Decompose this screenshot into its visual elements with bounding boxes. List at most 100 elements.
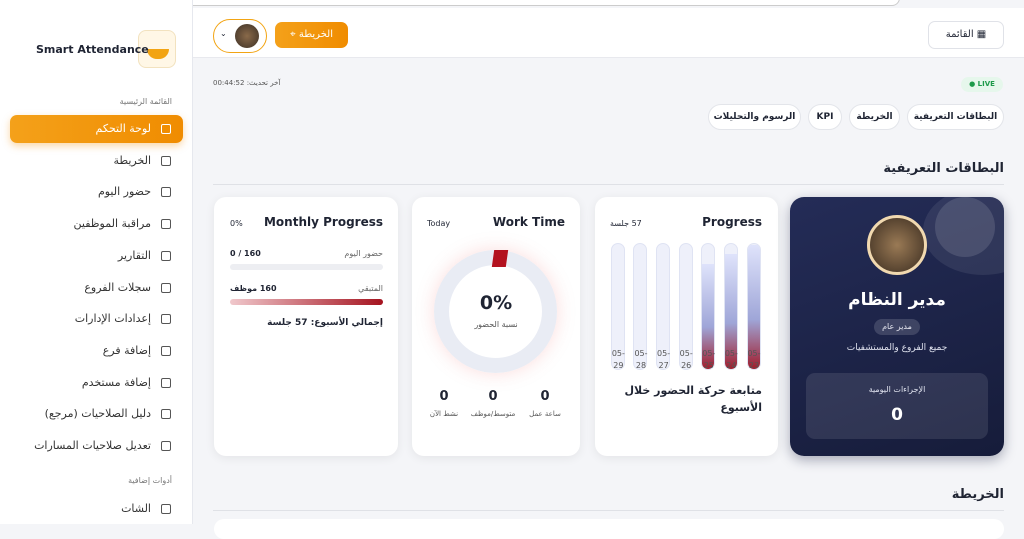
section-title: الخريطة [951,487,1004,502]
tab[interactable]: الخريطة [849,104,900,130]
browser-bar [85,0,900,6]
map-button[interactable]: الخريطة ⌖ [275,22,348,48]
menu-item[interactable]: إعدادات الإدارات [10,305,183,333]
icon [161,250,171,261]
tab[interactable]: KPI [808,104,842,130]
caption: متابعة حركة الحضور خلال الأسبوع [624,384,763,414]
menu-label: مراقبة الموظفين [73,217,151,231]
day-bar [701,243,715,370]
icon [161,504,171,514]
stat-value: 0 [439,389,449,404]
divider [213,510,1004,511]
period: Today [427,219,451,228]
section-label: القائمة الرئيسية [119,97,172,106]
role-badge: مدير عام [874,319,920,335]
icon [161,377,171,388]
menu-item[interactable]: لوحة التحكم [10,115,183,143]
day-label: 05-25 [702,349,716,370]
last-update: آخر تحديث: 00:44:52 [213,79,280,87]
brand: Smart Attendance [36,43,149,56]
day-bar [679,243,693,370]
live-text: LIVE [977,80,995,88]
icon [161,409,171,420]
stat-label: نشط الآن [429,410,459,418]
sessions: 57 جلسة [610,219,642,228]
menu-item[interactable]: دليل الصلاحيات (مرجع) [10,400,183,428]
bar-fill [702,264,714,369]
stat-value: 0 [540,389,550,404]
menu-item[interactable]: مراقبة الموظفين [10,210,183,238]
profile-name: مدير النظام [848,290,946,310]
stat-label: متوسط/موظف [470,410,516,418]
menu-label: الخريطة [113,153,151,167]
button-label: القائمة [945,29,974,40]
menu-label: حضور اليوم [97,185,151,199]
menu-item[interactable]: إضافة مستخدم [10,369,183,397]
donut-segment [491,250,509,267]
icon [161,314,171,325]
logo-mark [147,49,169,59]
stat-label: ساعة عمل [529,410,561,418]
icon [161,345,171,356]
update-time: 00:44:52 [213,79,245,87]
day-bar [747,243,761,370]
menu-item[interactable]: سجلات الفروع [10,274,183,302]
menu-item[interactable]: حضور اليوم [10,178,183,206]
bar-fill [748,245,760,369]
icon [161,124,171,134]
live-badge: ● LIVE [961,77,1003,92]
menu-label: إعدادات الإدارات [74,312,151,326]
actions-label: الإجراءات اليومية [868,385,926,394]
value: 0 / 160 [230,249,261,258]
stat-value: 0 [488,389,498,404]
icon [161,219,171,230]
caret: ⌄ [220,29,227,38]
day-label: 05-24 [724,349,738,370]
icon [161,155,171,166]
section-label: أدوات إضافية [128,476,172,485]
menu-label: إضافة مستخدم [81,375,151,389]
avatar [867,215,927,275]
tab[interactable]: البطاقات التعريفية [907,104,1004,130]
map-card [214,519,1004,539]
menu-item[interactable]: إضافة فرع [10,337,183,365]
day-bar [611,243,625,370]
bar-fill [725,254,737,369]
logo [138,30,176,68]
actions-value: 0 [891,405,903,425]
icon [161,441,171,451]
label: حضور اليوم [344,249,383,258]
menu-item[interactable]: الخريطة [10,147,183,175]
menu-label: سجلات الفروع [84,280,151,294]
icon [161,282,171,293]
user-dropdown[interactable]: ⌄ [213,19,267,53]
day-label: 05-29 [611,349,625,370]
menu-label: الشات [121,502,151,515]
label: المتبقي [358,284,383,293]
menu-item[interactable]: الشات [10,495,183,523]
donut-value: 0% [479,292,513,314]
divider [213,184,1004,185]
actions-box: الإجراءات اليومية 0 [806,373,988,439]
icon [161,187,171,198]
day-bar [724,243,738,370]
update-label: آخر تحديث: [246,79,281,87]
avatar [235,24,259,48]
tab[interactable]: الرسوم والتحليلات [708,104,801,130]
menu-label: التقارير [117,248,151,262]
menu-item[interactable]: التقارير [10,242,183,270]
monthly-card [214,197,398,456]
day-label: 05-27 [657,349,671,370]
card-title: Progress [702,215,762,229]
menu-item[interactable]: تعديل صلاحيات المسارات [10,432,183,460]
week-total: إجمالي الأسبوع: 57 جلسة [267,318,383,328]
value: 160 موظف [230,284,277,293]
section-title: البطاقات التعريفية [883,161,1004,176]
profile-card: مدير النظام مدير عام جميع الفروع والمستش… [790,197,1004,456]
card-title: Monthly Progress [263,215,383,229]
card-title: Work Time [492,215,565,229]
menu-label: إضافة فرع [102,343,151,357]
menu-button[interactable]: ▦ القائمة [928,21,1004,49]
percent: 0% [230,219,243,228]
